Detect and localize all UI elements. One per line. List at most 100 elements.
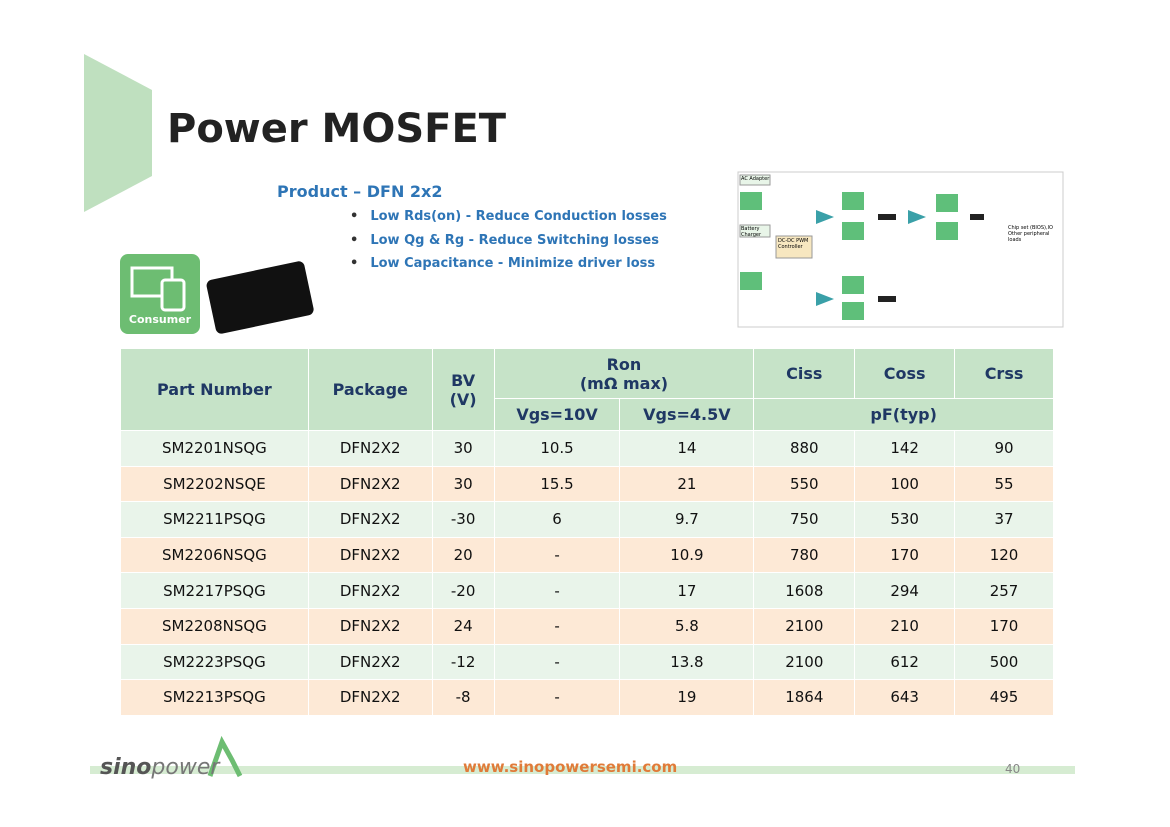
header-cell: pF(typ) [753, 398, 1054, 431]
table-cell: -12 [431, 643, 495, 681]
diagram-label: Chip set (BIOS),IO Other peripheral load… [1008, 225, 1053, 243]
header-cell: Ron (mΩ max) [493, 348, 755, 399]
table-cell: SM2211PSQG [120, 501, 309, 538]
table-cell: 6 [493, 501, 621, 538]
table-cell: SM2206NSQG [120, 536, 309, 574]
table-cell: 500 [954, 643, 1054, 681]
page-number: 40 [1005, 762, 1021, 776]
table-cell: 550 [753, 465, 856, 503]
table-cell: DFN2X2 [307, 536, 433, 574]
table-cell: 9.7 [619, 501, 755, 538]
table-cell: - [493, 607, 621, 645]
table-cell: 643 [854, 679, 956, 716]
table-cell: 17 [619, 572, 755, 609]
header-cell: Vgs=10V [493, 398, 621, 431]
bullet: Low Rds(on) - Reduce Conduction losses [350, 209, 667, 224]
table-cell: -20 [431, 572, 495, 609]
table-cell: 2100 [753, 607, 856, 645]
table-cell: 1864 [753, 679, 856, 716]
table-cell: SM2217PSQG [120, 572, 309, 609]
table-cell: 2100 [753, 643, 856, 681]
table-cell: 780 [753, 536, 856, 574]
table-cell: -8 [431, 679, 495, 716]
table-body: SM2201NSQG DFN2X2 30 10.5 14 880 142 90 SM2202NS… [120, 430, 1054, 716]
title: Power MOSFET [167, 106, 507, 152]
spec-table: Part Number Package BV (V) Ron (mΩ max) C… [120, 348, 1054, 716]
table-cell: 495 [954, 679, 1054, 716]
header-text: (mΩ max) [579, 373, 669, 393]
logo: sinopower [100, 755, 219, 780]
table-cell: 30 [431, 465, 495, 503]
table-cell: 294 [854, 572, 956, 609]
table-row: SM2201NSQG DFN2X2 30 10.5 14 880 142 90 [120, 430, 1054, 467]
table-cell: DFN2X2 [307, 501, 433, 538]
table-cell: 15.5 [493, 465, 621, 503]
bullet: Low Qg & Rg - Reduce Switching losses [350, 233, 659, 248]
table-cell: 37 [954, 501, 1054, 538]
table-cell: 257 [954, 572, 1054, 609]
table-cell: 14 [619, 430, 755, 467]
table-cell: DFN2X2 [307, 607, 433, 645]
table-cell: 10.5 [493, 430, 621, 467]
table-cell: 5.8 [619, 607, 755, 645]
table-cell: 120 [954, 536, 1054, 574]
header-text: Ron [606, 354, 642, 374]
diagram-label: Battery Charger [741, 226, 761, 238]
table-cell: 530 [854, 501, 956, 538]
subtitle: Product – DFN 2x2 [277, 182, 443, 201]
header-cell: BV (V) [431, 348, 495, 431]
table-cell: 21 [619, 465, 755, 503]
footer-url: www.sinopowersemi.com [463, 758, 678, 776]
badge: Consumer [128, 313, 192, 326]
table-row: SM2211PSQG DFN2X2 -30 6 9.7 750 530 37 [120, 501, 1054, 538]
table-cell: 24 [431, 607, 495, 645]
table-cell: SM2201NSQG [120, 430, 309, 467]
table-cell: 210 [854, 607, 956, 645]
header-cell: Package [307, 348, 433, 431]
table-cell: 30 [431, 430, 495, 467]
table-cell: DFN2X2 [307, 572, 433, 609]
table-cell: DFN2X2 [307, 465, 433, 503]
table-cell: DFN2X2 [307, 430, 433, 467]
header-cell: Part Number [120, 348, 309, 431]
table-row: SM2206NSQG DFN2X2 20-10.9 780 170 120 [120, 536, 1054, 574]
table-row: SM2202NSQE DFN2X2 30 15.5 21 550 100 55 [120, 465, 1054, 503]
logo-text: sino [100, 755, 152, 780]
table-cell: 1608 [753, 572, 856, 609]
table-cell: SM2208NSQG [120, 607, 309, 645]
table-cell: 13.8 [619, 643, 755, 681]
table-cell: 19 [619, 679, 755, 716]
diagram-label: AC Adapter [741, 176, 770, 182]
table-cell: SM2202NSQE [120, 465, 309, 503]
header-cell: Crss [954, 348, 1054, 399]
header-cell: Coss [854, 348, 956, 399]
table-cell: 100 [854, 465, 956, 503]
table-cell: 880 [753, 430, 856, 467]
header-cell: Ciss [753, 348, 856, 399]
diagram-label: DC-DC PWM Controller [778, 238, 809, 250]
bullet: Low Capacitance - Minimize driver loss [350, 256, 655, 271]
table-cell: 20 [431, 536, 495, 574]
table-cell: 55 [954, 465, 1054, 503]
table-cell: -30 [431, 501, 495, 538]
header-cell: Vgs=4.5V [619, 398, 755, 431]
table-cell: SM2223PSQG [120, 643, 309, 681]
table-row: SM2213PSQG DFN2X2 -8-19 1864 643 495 [120, 679, 1054, 716]
table-row: SM2208NSQG DFN2X2 24-5.8 2100 210 170 [120, 607, 1054, 645]
table-cell: - [493, 536, 621, 574]
table-cell: - [493, 679, 621, 716]
table-cell: 750 [753, 501, 856, 538]
logo-text: power [151, 755, 220, 780]
table-cell: 142 [854, 430, 956, 467]
table-cell: 170 [954, 607, 1054, 645]
table-cell: DFN2X2 [307, 643, 433, 681]
table-cell: 170 [854, 536, 956, 574]
table-cell: - [493, 643, 621, 681]
table-cell: DFN2X2 [307, 679, 433, 716]
table-cell: - [493, 572, 621, 609]
table-cell: 10.9 [619, 536, 755, 574]
table-row: SM2217PSQG DFN2X2 -20-17 1608 294 257 [120, 572, 1054, 609]
table-cell: SM2213PSQG [120, 679, 309, 716]
